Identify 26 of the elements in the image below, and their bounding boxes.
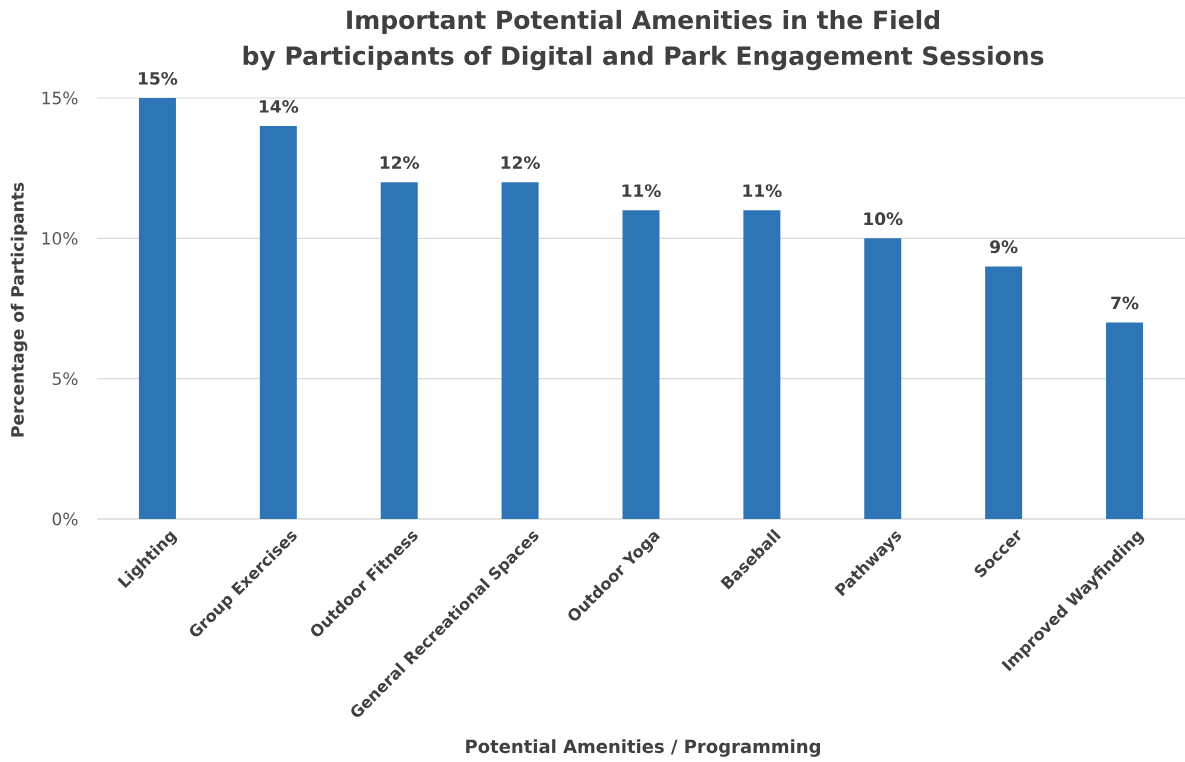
chart-title: Important Potential Amenities in the Field [347, 9, 940, 35]
data-label: 12% [501, 156, 540, 169]
bar [259, 126, 297, 519]
bar [380, 182, 418, 519]
bar [743, 210, 781, 519]
data-label: 15% [139, 71, 178, 85]
bar [622, 210, 660, 519]
y-tick-label: 5% [52, 372, 78, 386]
data-label: 10% [864, 212, 903, 226]
y-axis-title: Percentage of Participants [10, 182, 28, 437]
data-label: 14% [259, 100, 299, 113]
y-tick-label: 10% [42, 231, 78, 245]
data-label: 9% [990, 240, 1018, 254]
data-label: 7% [1111, 296, 1139, 310]
chart-subtitle: by Participants of Digital and Park Engagement Sessions [243, 45, 1044, 71]
bar [864, 238, 902, 519]
y-tick-label: 0% [52, 512, 78, 526]
bar [138, 98, 176, 519]
data-label: 12% [380, 156, 420, 169]
bar [501, 182, 539, 519]
bar [985, 266, 1023, 519]
data-label: 11% [622, 184, 661, 198]
data-label: 11% [743, 184, 782, 198]
x-axis-title: Potential Amenities / Programming [466, 739, 820, 757]
y-tick-label: 15% [42, 91, 78, 105]
bar [1106, 322, 1144, 519]
